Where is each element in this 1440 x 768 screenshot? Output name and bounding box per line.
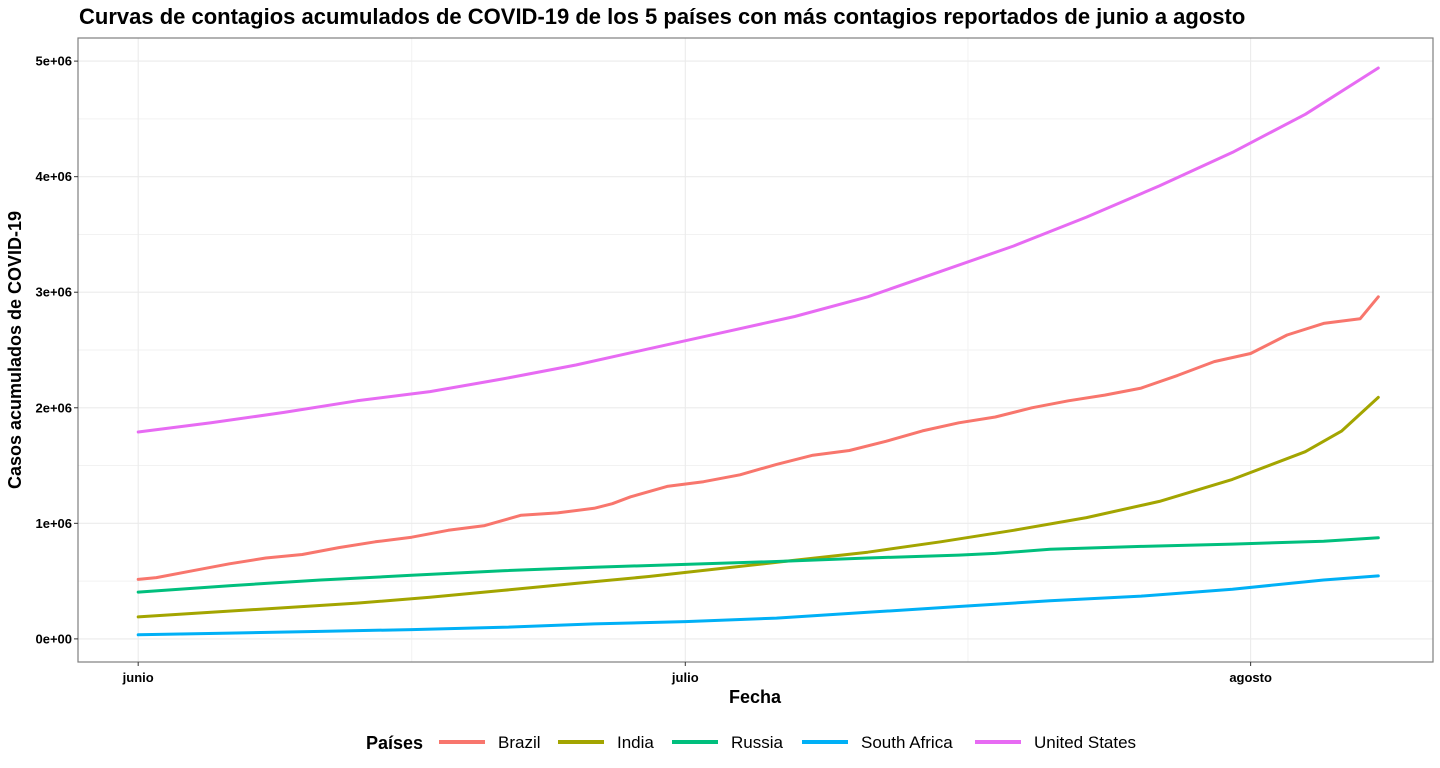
series-line-russia bbox=[136, 536, 1380, 594]
y-tick-label: 3e+06 bbox=[35, 285, 72, 300]
y-tick-label: 5e+06 bbox=[35, 54, 72, 69]
series-line-south-africa bbox=[136, 574, 1380, 637]
legend-label-russia: Russia bbox=[731, 733, 784, 752]
legend-label-united-states: United States bbox=[1034, 733, 1136, 752]
y-tick-label: 4e+06 bbox=[35, 169, 72, 184]
legend-label-south-africa: South Africa bbox=[861, 733, 953, 752]
y-axis-title: Casos acumulados de COVID-19 bbox=[5, 211, 25, 489]
y-tick-label: 0e+00 bbox=[35, 631, 72, 646]
legend-label-india: India bbox=[617, 733, 654, 752]
x-tick-label: julio bbox=[671, 670, 699, 685]
y-tick-label: 1e+06 bbox=[35, 516, 72, 531]
series-line-united-states bbox=[136, 66, 1380, 434]
chart-title: Curvas de contagios acumulados de COVID-… bbox=[79, 4, 1245, 29]
plot-panel bbox=[77, 37, 1434, 663]
x-axis-title: Fecha bbox=[729, 687, 782, 707]
plot-border bbox=[77, 37, 1434, 663]
y-tick-label: 2e+06 bbox=[35, 400, 72, 415]
x-tick-label: agosto bbox=[1229, 670, 1272, 685]
x-tick-label: junio bbox=[122, 670, 154, 685]
legend-label-brazil: Brazil bbox=[498, 733, 541, 752]
legend-title: Países bbox=[366, 733, 423, 753]
series-line-india bbox=[136, 395, 1380, 619]
legend: Países Brazil India Russia South Africa Unit… bbox=[366, 733, 1136, 753]
series-line-brazil bbox=[136, 295, 1380, 581]
